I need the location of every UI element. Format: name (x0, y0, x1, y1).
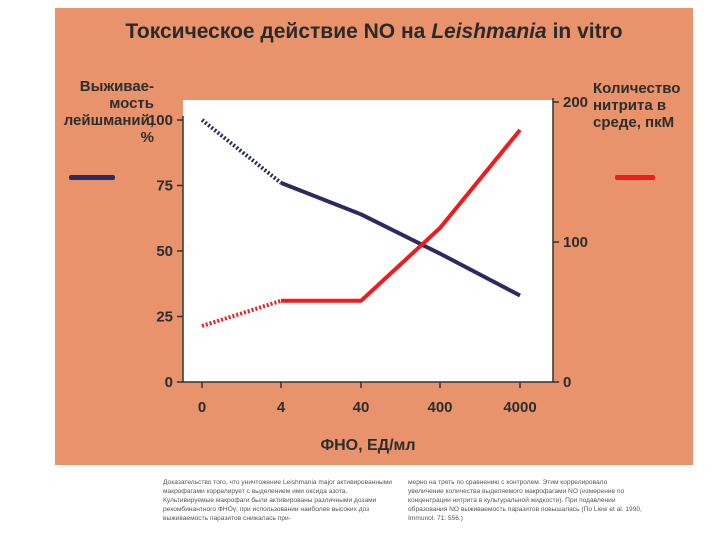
y-right-tick-label-2: 200 (563, 94, 588, 111)
caption-column-2: мерно на треть по сравнению с контролем.… (408, 478, 643, 542)
y-left-tick-label-3: 75 (156, 178, 173, 195)
figure-panel: Токсическое действие NO на Leishmania in… (55, 8, 693, 465)
x-tick-label-3: 400 (427, 399, 452, 416)
caption-column-1: Доказательство того, что уничтожение Lei… (163, 478, 398, 542)
y-left-tick-label-4: 100 (148, 112, 173, 129)
x-tick-label-2: 40 (353, 399, 370, 416)
plot-area (183, 100, 553, 382)
y-left-tick-label-2: 50 (156, 243, 173, 260)
x-tick-label-1: 4 (277, 399, 286, 416)
caption-block: Доказательство того, что уничтожение Lei… (163, 478, 643, 542)
y-left-tick-label-1: 25 (156, 309, 173, 326)
x-tick-label-4: 4000 (503, 399, 536, 416)
y-left-tick-label-0: 0 (165, 374, 173, 391)
x-tick-label-0: 0 (198, 399, 206, 416)
x-axis-label: ФНО, ЕД/мл (320, 437, 415, 454)
y-right-tick-label-1: 100 (563, 234, 588, 251)
chart-svg: 0 25 50 75 100 0 100 200 0 4 40 400 4000 ФНО, ЕД/мл (55, 8, 693, 465)
y-right-tick-label-0: 0 (563, 374, 571, 391)
